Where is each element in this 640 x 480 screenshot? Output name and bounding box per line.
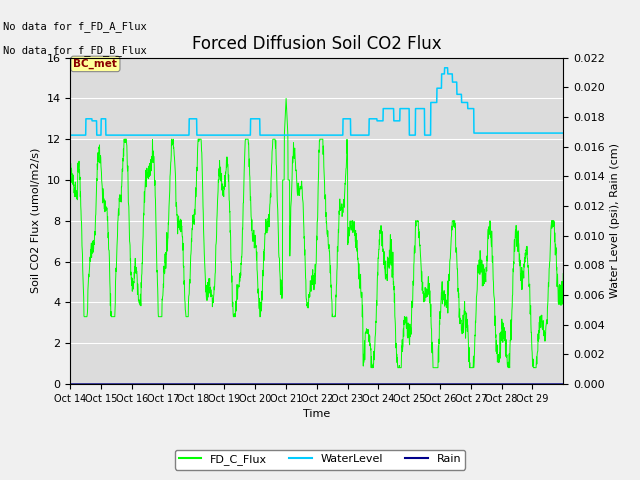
Text: No data for f_FD_B_Flux: No data for f_FD_B_Flux <box>3 45 147 56</box>
Title: Forced Diffusion Soil CO2 Flux: Forced Diffusion Soil CO2 Flux <box>192 35 442 53</box>
Legend: FD_C_Flux, WaterLevel, Rain: FD_C_Flux, WaterLevel, Rain <box>175 450 465 469</box>
Y-axis label: Soil CO2 Flux (umol/m2/s): Soil CO2 Flux (umol/m2/s) <box>31 148 41 293</box>
Y-axis label: Water Level (psi), Rain (cm): Water Level (psi), Rain (cm) <box>611 144 620 298</box>
Text: BC_met: BC_met <box>74 59 117 69</box>
X-axis label: Time: Time <box>303 409 330 419</box>
Text: No data for f_FD_A_Flux: No data for f_FD_A_Flux <box>3 21 147 32</box>
